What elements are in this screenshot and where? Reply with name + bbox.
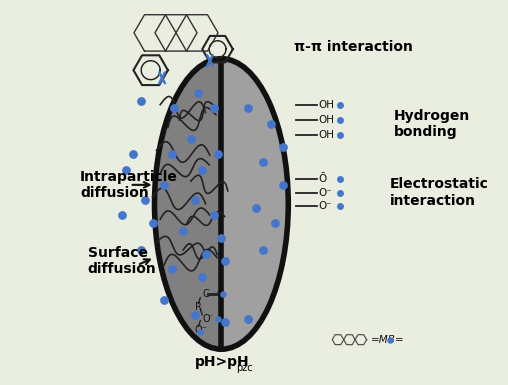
Point: [190, 312, 199, 318]
Point: [260, 247, 268, 253]
Point: [336, 102, 344, 108]
Text: O: O: [202, 314, 210, 324]
Text: pH>pH: pH>pH: [195, 355, 249, 369]
Text: O⁻: O⁻: [319, 201, 333, 211]
Point: [278, 144, 287, 150]
Text: OH: OH: [318, 115, 334, 125]
Point: [336, 117, 344, 123]
Point: [168, 266, 176, 272]
Point: [179, 228, 187, 234]
Text: Ō: Ō: [319, 174, 327, 184]
Polygon shape: [221, 59, 288, 349]
Text: π-π interaction: π-π interaction: [294, 40, 413, 54]
Point: [217, 235, 226, 241]
Text: ⁻: ⁻: [208, 312, 212, 321]
Point: [148, 220, 156, 226]
Point: [244, 316, 252, 322]
Text: =MB=: =MB=: [370, 335, 404, 345]
Point: [267, 121, 275, 127]
Point: [118, 213, 126, 219]
Text: O⁻: O⁻: [195, 325, 207, 335]
Point: [202, 251, 210, 257]
Text: OH: OH: [318, 100, 334, 110]
Point: [386, 336, 394, 343]
Point: [336, 132, 344, 138]
Polygon shape: [154, 59, 221, 349]
Point: [122, 166, 130, 172]
Point: [336, 176, 344, 182]
Point: [244, 105, 252, 112]
Text: R: R: [195, 302, 202, 312]
Point: [198, 166, 206, 172]
Point: [141, 197, 149, 203]
Point: [137, 98, 145, 104]
Point: [160, 182, 168, 188]
Point: [210, 213, 218, 219]
Text: Surface
diffusion: Surface diffusion: [87, 246, 156, 276]
Point: [260, 159, 268, 165]
Text: pzc: pzc: [236, 363, 252, 373]
Point: [130, 151, 138, 157]
Text: Intraparticle
diffusion: Intraparticle diffusion: [80, 170, 178, 200]
Point: [160, 296, 168, 303]
Point: [168, 151, 176, 157]
Point: [252, 205, 260, 211]
Point: [187, 136, 195, 142]
Point: [213, 316, 221, 322]
Text: Electrostatic
interaction: Electrostatic interaction: [390, 177, 488, 208]
Point: [271, 220, 279, 226]
Point: [170, 105, 178, 112]
Point: [219, 291, 228, 297]
Point: [213, 151, 221, 157]
Point: [196, 329, 204, 335]
Text: O⁻: O⁻: [319, 187, 333, 198]
Text: C: C: [202, 289, 209, 299]
Point: [210, 105, 218, 112]
Text: OH: OH: [318, 130, 334, 140]
Point: [190, 197, 199, 203]
Point: [137, 247, 145, 253]
Point: [198, 273, 206, 280]
Point: [336, 203, 344, 209]
Text: O: O: [217, 289, 225, 299]
Text: Hydrogen
bonding: Hydrogen bonding: [393, 109, 469, 139]
Point: [221, 320, 229, 326]
Point: [221, 258, 229, 264]
Point: [195, 90, 203, 96]
Point: [336, 189, 344, 196]
Point: [278, 182, 287, 188]
